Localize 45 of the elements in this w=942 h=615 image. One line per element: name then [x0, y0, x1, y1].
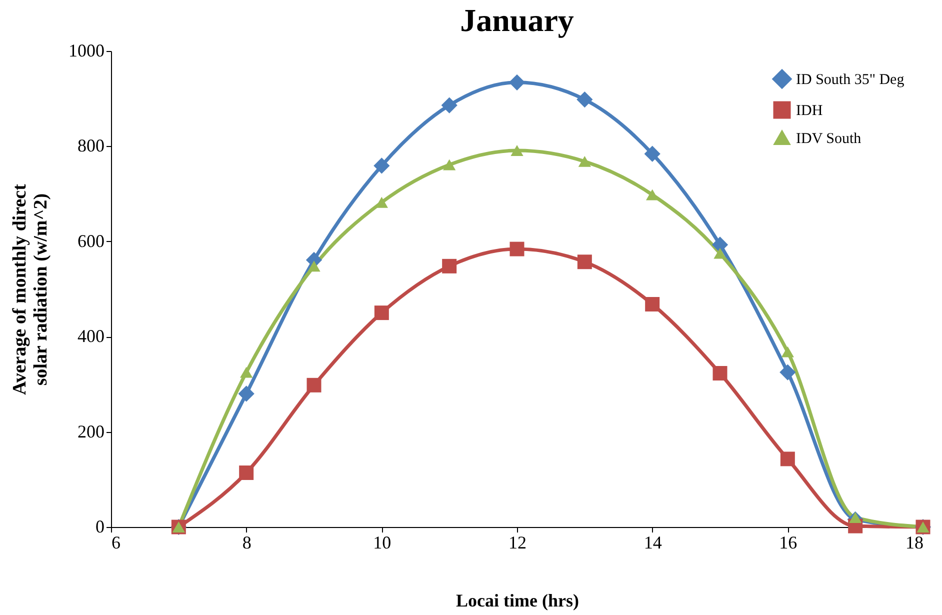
x-tick-label: 8	[242, 532, 252, 552]
point	[849, 512, 862, 523]
point	[714, 248, 726, 259]
x-tick-label: 18	[906, 532, 924, 552]
y-tick-label: 0	[96, 516, 104, 536]
point	[577, 254, 592, 270]
point	[443, 159, 456, 170]
x-tick-label: 14	[644, 532, 662, 552]
legend-label: ID South 35" Deg	[796, 72, 905, 88]
y-tick-label: 200	[78, 421, 104, 442]
point	[374, 306, 389, 320]
chart-title: January	[460, 2, 574, 38]
point	[780, 364, 796, 380]
point	[781, 346, 794, 358]
point	[510, 242, 524, 256]
point	[644, 146, 660, 162]
point	[508, 74, 526, 90]
point	[240, 366, 253, 378]
point	[646, 189, 659, 200]
legend-label: IDV South	[796, 131, 862, 147]
x-tick-label: 16	[779, 532, 798, 552]
point	[442, 258, 457, 274]
point	[441, 97, 458, 114]
y-tick-label: 600	[78, 230, 104, 251]
point	[239, 465, 254, 480]
x-tick-label: 12	[508, 532, 526, 552]
point	[306, 378, 322, 392]
point	[578, 156, 591, 167]
point	[645, 296, 660, 312]
point	[576, 91, 593, 108]
point	[374, 158, 390, 174]
y-axis-title: Average of monthly direct solar radiation (w/m^2)	[10, 183, 52, 395]
x-tick-label: 10	[373, 532, 392, 552]
point	[238, 386, 254, 402]
x-axis-title: Locai time (hrs)	[456, 590, 579, 610]
y-tick-label: 800	[78, 136, 104, 156]
x-tick-label: 6	[112, 532, 120, 552]
point	[308, 260, 320, 272]
point	[712, 236, 728, 253]
legend-label: IDH	[796, 103, 823, 119]
point	[780, 452, 795, 466]
point	[510, 145, 524, 156]
y-tick-label: 400	[78, 326, 104, 346]
y-tick-label: 1000	[68, 40, 104, 60]
point	[712, 366, 728, 380]
